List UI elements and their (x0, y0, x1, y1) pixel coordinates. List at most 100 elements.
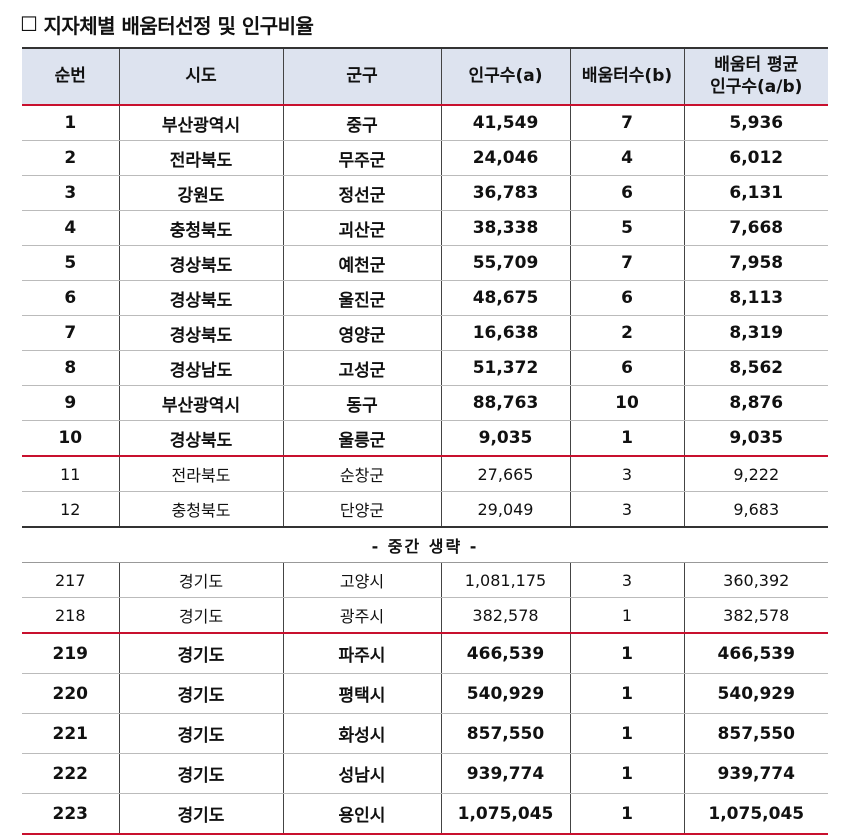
cell-no: 4 (22, 210, 119, 246)
page-title: 지자체별 배움터선정 및 인구비율 (43, 13, 314, 38)
cell-no: 218 (22, 597, 119, 634)
cell-count: 3 (569, 562, 684, 598)
cell-no: 221 (22, 713, 119, 754)
cell-population: 29,049 (440, 491, 570, 528)
cell-average: 8,562 (683, 350, 828, 386)
cell-average: 382,578 (683, 597, 828, 634)
cell-sido: 경기도 (118, 597, 283, 634)
cell-count: 1 (569, 633, 684, 674)
cell-no: 1 (22, 105, 119, 141)
cell-count: 6 (569, 280, 684, 316)
cell-no: 2 (22, 140, 119, 176)
table-row: 220 경기도 평택시 540,929 1 540,929 (22, 673, 828, 714)
cell-population: 857,550 (440, 713, 570, 754)
cell-gungu: 예천군 (282, 245, 441, 281)
cell-average: 6,012 (683, 140, 828, 176)
checkbox-icon: ☐ (20, 12, 38, 36)
cell-sido: 경상북도 (118, 280, 283, 316)
cell-no: 222 (22, 753, 119, 794)
cell-sido: 경상북도 (118, 245, 283, 281)
cell-sido: 부산광역시 (118, 105, 283, 141)
table-body: 1 부산광역시 중구 41,549 7 5,936 2 전라북도 무주군 24,046 4 6,012… (22, 105, 828, 835)
cell-count: 1 (569, 420, 684, 457)
cell-gungu: 중구 (282, 105, 441, 141)
cell-gungu: 동구 (282, 385, 441, 421)
cell-average: 9,035 (683, 420, 828, 457)
cell-no: 223 (22, 793, 119, 835)
cell-gungu: 울진군 (282, 280, 441, 316)
cell-no: 6 (22, 280, 119, 316)
cell-average: 857,550 (683, 713, 828, 754)
cell-population: 27,665 (440, 456, 570, 492)
table-row: 222 경기도 성남시 939,774 1 939,774 (22, 753, 828, 794)
cell-no: 219 (22, 633, 119, 674)
cell-gungu: 성남시 (282, 753, 441, 794)
cell-population: 939,774 (440, 753, 570, 794)
table-row: 221 경기도 화성시 857,550 1 857,550 (22, 713, 828, 754)
cell-average: 9,683 (683, 491, 828, 528)
cell-gungu: 무주군 (282, 140, 441, 176)
cell-gungu: 파주시 (282, 633, 441, 674)
cell-population: 36,783 (440, 175, 570, 211)
cell-sido: 충청북도 (118, 491, 283, 528)
cell-count: 6 (569, 350, 684, 386)
header-row: 순번 시도 군구 인구수(a) 배움터수(b) 배움터 평균 인구수(a/b) (22, 47, 828, 106)
table-row: 1 부산광역시 중구 41,549 7 5,936 (22, 105, 828, 141)
cell-average: 466,539 (683, 633, 828, 674)
table-row: 3 강원도 정선군 36,783 6 6,131 (22, 175, 828, 211)
table-row: 217 경기도 고양시 1,081,175 3 360,392 (22, 562, 828, 598)
header-no: 순번 (22, 47, 119, 106)
cell-average: 540,929 (683, 673, 828, 714)
cell-average: 7,668 (683, 210, 828, 246)
cell-count: 2 (569, 315, 684, 351)
cell-population: 55,709 (440, 245, 570, 281)
cell-population: 48,675 (440, 280, 570, 316)
cell-count: 6 (569, 175, 684, 211)
cell-average: 7,958 (683, 245, 828, 281)
cell-average: 6,131 (683, 175, 828, 211)
cell-population: 540,929 (440, 673, 570, 714)
header-average: 배움터 평균 인구수(a/b) (683, 47, 828, 106)
cell-population: 466,539 (440, 633, 570, 674)
cell-population: 88,763 (440, 385, 570, 421)
table-row: 7 경상북도 영양군 16,638 2 8,319 (22, 315, 828, 351)
cell-population: 9,035 (440, 420, 570, 457)
cell-population: 382,578 (440, 597, 570, 634)
cell-average: 360,392 (683, 562, 828, 598)
cell-count: 3 (569, 491, 684, 528)
cell-average: 8,113 (683, 280, 828, 316)
table-row: 11 전라북도 순창군 27,665 3 9,222 (22, 456, 828, 492)
table-row: 8 경상남도 고성군 51,372 6 8,562 (22, 350, 828, 386)
cell-gungu: 단양군 (282, 491, 441, 528)
cell-sido: 경기도 (118, 562, 283, 598)
omitted-rows-label: - 중간 생략 - (22, 527, 828, 563)
cell-count: 3 (569, 456, 684, 492)
table-row: 10 경상북도 울릉군 9,035 1 9,035 (22, 420, 828, 457)
cell-average: 8,319 (683, 315, 828, 351)
cell-no: 220 (22, 673, 119, 714)
table-row: 219 경기도 파주시 466,539 1 466,539 (22, 633, 828, 674)
page-heading: ☐ 지자체별 배움터선정 및 인구비율 (20, 10, 314, 38)
cell-sido: 경상북도 (118, 420, 283, 457)
cell-sido: 경기도 (118, 673, 283, 714)
cell-sido: 경상북도 (118, 315, 283, 351)
cell-no: 3 (22, 175, 119, 211)
cell-no: 11 (22, 456, 119, 492)
cell-no: 7 (22, 315, 119, 351)
header-population: 인구수(a) (440, 47, 570, 106)
cell-sido: 강원도 (118, 175, 283, 211)
cell-sido: 경기도 (118, 633, 283, 674)
table-row: 2 전라북도 무주군 24,046 4 6,012 (22, 140, 828, 176)
cell-count: 1 (569, 597, 684, 634)
cell-population: 38,338 (440, 210, 570, 246)
cell-count: 1 (569, 793, 684, 835)
cell-count: 1 (569, 753, 684, 794)
cell-no: 10 (22, 420, 119, 457)
cell-count: 5 (569, 210, 684, 246)
cell-no: 5 (22, 245, 119, 281)
table-row: 4 충청북도 괴산군 38,338 5 7,668 (22, 210, 828, 246)
cell-count: 10 (569, 385, 684, 421)
cell-average: 9,222 (683, 456, 828, 492)
cell-sido: 부산광역시 (118, 385, 283, 421)
cell-sido: 전라북도 (118, 456, 283, 492)
